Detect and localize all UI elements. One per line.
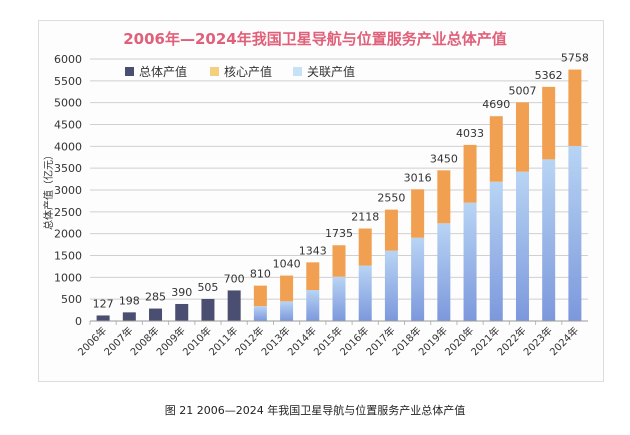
figure-caption: 图 21 2006—2024 年我国卫星导航与位置服务产业总体产值 (164, 404, 466, 417)
data-label: 285 (145, 291, 166, 304)
data-label: 5362 (535, 69, 563, 82)
y-tick-label: 2500 (54, 206, 82, 219)
bar-core (384, 209, 398, 251)
bar-related (358, 265, 372, 321)
legend-label: 总体产值 (139, 64, 187, 79)
bar-core (306, 262, 320, 290)
bar-total (149, 308, 163, 321)
data-label: 198 (119, 294, 140, 307)
data-label: 505 (197, 281, 218, 294)
bar-core (437, 170, 451, 224)
bar-related (332, 276, 346, 321)
bar-core (542, 86, 556, 160)
bar-core (332, 245, 346, 277)
data-label: 3450 (430, 152, 458, 165)
data-label: 5758 (561, 52, 589, 65)
bar-core (411, 189, 425, 238)
y-axis-label: 总体产值（亿元） (42, 150, 55, 230)
y-tick-label: 6000 (54, 53, 82, 66)
bar-total (175, 303, 189, 321)
bar-related (515, 171, 529, 321)
bar-total (96, 315, 110, 321)
data-label: 390 (171, 286, 192, 299)
bar-related (280, 301, 294, 321)
y-tick-label: 500 (61, 293, 82, 306)
data-label: 1343 (299, 244, 327, 257)
y-tick-label: 5000 (54, 97, 82, 110)
legend-swatch (293, 67, 302, 76)
bar-core (489, 116, 503, 182)
bar-total (122, 312, 136, 321)
bar-core (515, 102, 529, 172)
legend-swatch (125, 67, 134, 76)
y-tick-label: 4500 (54, 119, 82, 132)
bar-related (463, 202, 477, 321)
data-label: 4690 (482, 98, 510, 111)
y-tick-label: 0 (75, 315, 82, 328)
data-label: 127 (93, 297, 114, 310)
data-label: 1735 (325, 227, 353, 240)
bar-related (306, 289, 320, 321)
y-tick-label: 4000 (54, 140, 82, 153)
y-tick-label: 3000 (54, 184, 82, 197)
bar-related (568, 145, 582, 321)
x-tick-label: 2024年 (547, 324, 581, 358)
legend-label: 关联产值 (307, 64, 355, 79)
data-label: 700 (224, 272, 245, 285)
bar-total (227, 290, 241, 321)
chart-title: 2006年—2024年我国卫星导航与位置服务产业总体产值 (123, 30, 507, 48)
legend-label: 核心产值 (224, 64, 272, 79)
data-label: 1040 (273, 258, 301, 271)
bar-core (358, 228, 372, 266)
bar-related (384, 250, 398, 321)
data-label: 3016 (404, 171, 432, 184)
y-tick-label: 1000 (54, 271, 82, 284)
data-label: 5007 (508, 84, 536, 97)
bar-related (437, 223, 451, 321)
bar-related (411, 237, 425, 321)
bar-core (253, 285, 267, 307)
y-tick-label: 5500 (54, 75, 82, 88)
bar-core (463, 144, 477, 203)
bar-core (568, 69, 582, 146)
bar-related (542, 159, 556, 321)
y-tick-label: 2000 (54, 228, 82, 241)
legend-swatch (210, 67, 219, 76)
y-tick-label: 3500 (54, 162, 82, 175)
data-label: 810 (250, 268, 271, 281)
bar-total (201, 298, 215, 321)
bar-related (489, 181, 503, 321)
data-label: 4033 (456, 127, 484, 140)
bar-core (280, 275, 294, 302)
bar-related (253, 306, 267, 321)
data-label: 2550 (377, 192, 405, 205)
data-label: 2118 (351, 211, 379, 224)
y-tick-label: 1500 (54, 250, 82, 263)
